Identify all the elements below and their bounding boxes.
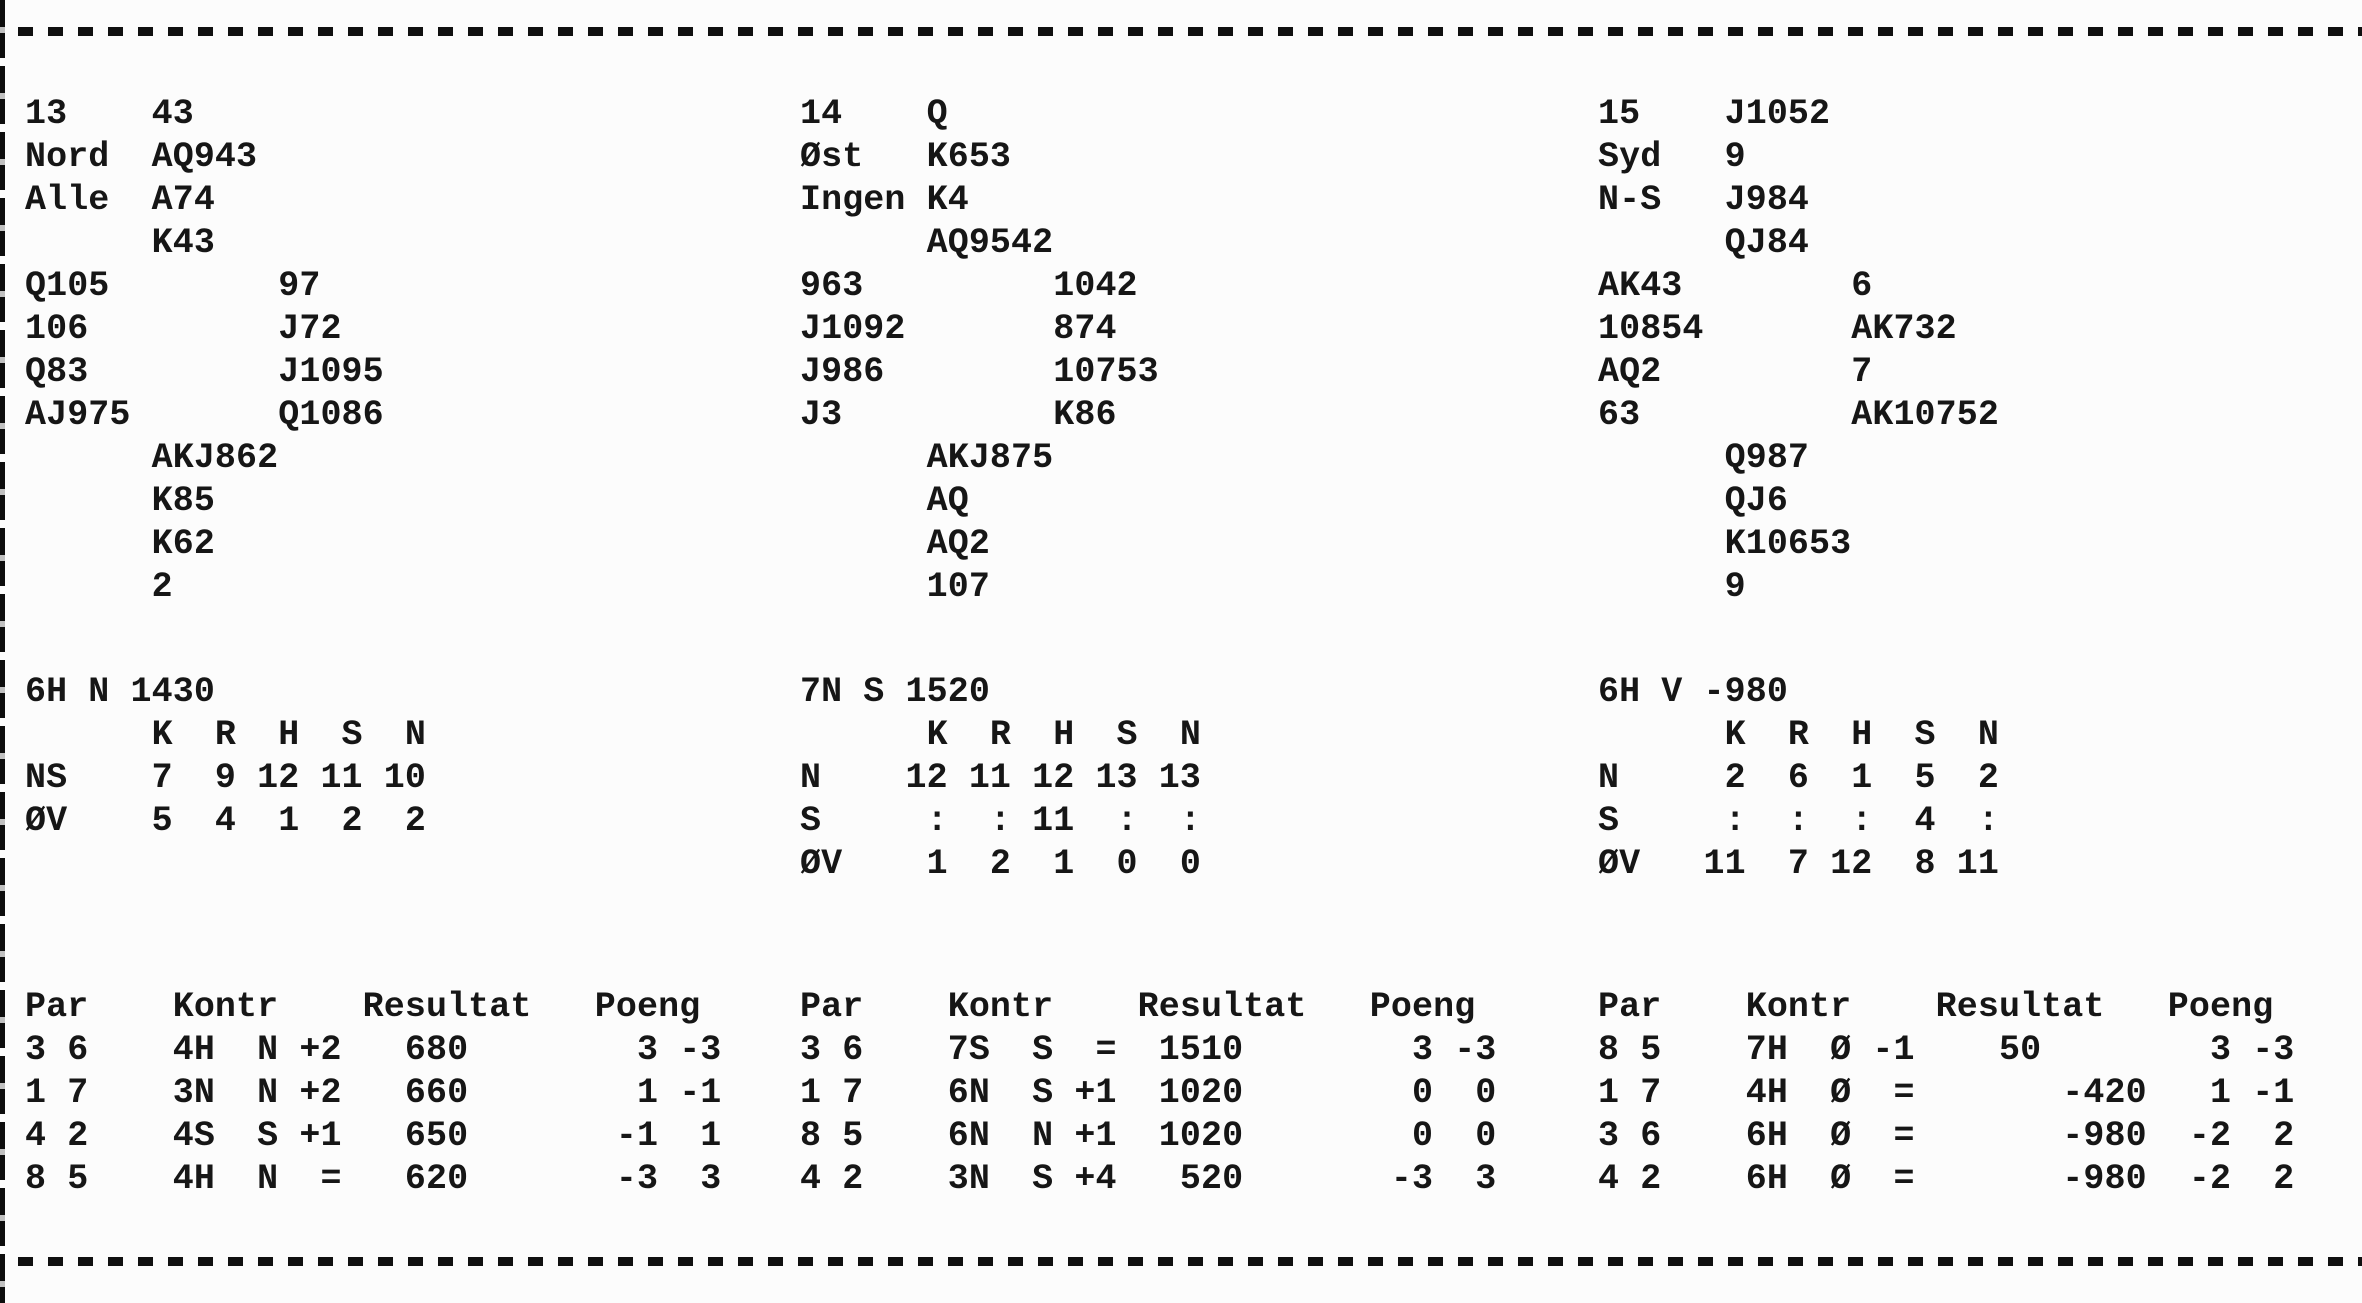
text-line: 8 5 4H N = 620 -3 3 bbox=[25, 1159, 722, 1199]
text-line: S : : 11 : : bbox=[800, 801, 1201, 841]
text-line: K R H S N bbox=[800, 715, 1201, 755]
text-line: 1 7 3N N +2 660 1 -1 bbox=[25, 1073, 722, 1113]
text-line: 3 6 6H Ø = -980 -2 2 bbox=[1598, 1116, 2295, 1156]
text-line: 1 7 6N S +1 1020 0 0 bbox=[800, 1073, 1497, 1113]
board-column-13: 13 43 Nord AQ943 Alle A74 K43 Q105 97 106 J7… bbox=[25, 0, 785, 1303]
text-line: 4 2 4S S +1 650 -1 1 bbox=[25, 1116, 722, 1156]
deal-diagram: 14 Q Øst K653 Ingen K4 AQ9542 963 1042 J1092… bbox=[800, 93, 1159, 609]
text-line: 8 5 6N N +1 1020 0 0 bbox=[800, 1116, 1497, 1156]
text-line: 13 43 bbox=[25, 94, 194, 134]
text-line: ØV 11 7 12 8 11 bbox=[1598, 844, 1999, 884]
text-line: Q987 bbox=[1598, 438, 1810, 478]
text-line: J1092 874 bbox=[800, 309, 1117, 349]
results-table: Par Kontr Resultat Poeng 3 6 7S S = 1510 … bbox=[800, 986, 1496, 1201]
text-line: K10653 bbox=[1598, 524, 1852, 564]
text-line: QJ84 bbox=[1598, 223, 1810, 263]
text-line: 63 AK10752 bbox=[1598, 395, 1999, 435]
board-column-14: 14 Q Øst K653 Ingen K4 AQ9542 963 1042 J1092… bbox=[800, 0, 1560, 1303]
text-line: 1 7 4H Ø = -420 1 -1 bbox=[1598, 1073, 2295, 1113]
deal-diagram: 15 J1052 Syd 9 N-S J984 QJ84 AK43 6 10854 AK… bbox=[1598, 93, 1999, 609]
text-line: N-S J984 bbox=[1598, 180, 1810, 220]
text-line: 7N S 1520 bbox=[800, 672, 990, 712]
text-line: QJ6 bbox=[1598, 481, 1788, 521]
text-line: 2 bbox=[25, 567, 173, 607]
text-line: Alle A74 bbox=[25, 180, 215, 220]
text-line: N 12 11 12 13 13 bbox=[800, 758, 1201, 798]
text-line: N 2 6 1 5 2 bbox=[1598, 758, 1999, 798]
text-line: AQ9542 bbox=[800, 223, 1054, 263]
deal-diagram: 13 43 Nord AQ943 Alle A74 K43 Q105 97 106 J7… bbox=[25, 93, 384, 609]
text-line: 6H V -980 bbox=[1598, 672, 1788, 712]
text-line: 14 Q bbox=[800, 94, 948, 134]
text-line: K R H S N bbox=[1598, 715, 1999, 755]
text-line: 106 J72 bbox=[25, 309, 342, 349]
text-line: AKJ875 bbox=[800, 438, 1054, 478]
text-line: 10854 AK732 bbox=[1598, 309, 1957, 349]
text-line: J986 10753 bbox=[800, 352, 1159, 392]
text-line: ØV 1 2 1 0 0 bbox=[800, 844, 1201, 884]
text-line: Syd 9 bbox=[1598, 137, 1746, 177]
text-line: 3 6 7S S = 1510 3 -3 bbox=[800, 1030, 1497, 1070]
text-line: ØV 5 4 1 2 2 bbox=[25, 801, 426, 841]
text-line: AJ975 Q1086 bbox=[25, 395, 384, 435]
text-line: K85 bbox=[25, 481, 215, 521]
text-line: J3 K86 bbox=[800, 395, 1117, 435]
text-line: 8 5 7H Ø -1 50 3 -3 bbox=[1598, 1030, 2295, 1070]
text-line: AK43 6 bbox=[1598, 266, 1873, 306]
text-line: Par Kontr Resultat Poeng bbox=[1598, 987, 2274, 1027]
par-and-tricks-table: 6H N 1430 K R H S N NS 7 9 12 11 10 ØV 5 4… bbox=[25, 671, 426, 843]
text-line: 9 bbox=[1598, 567, 1746, 607]
text-line: AQ2 bbox=[800, 524, 990, 564]
text-line: S : : : 4 : bbox=[1598, 801, 1999, 841]
text-line: Q83 J1095 bbox=[25, 352, 384, 392]
text-line: Par Kontr Resultat Poeng bbox=[25, 987, 701, 1027]
text-line: Q105 97 bbox=[25, 266, 321, 306]
text-line: 107 bbox=[800, 567, 990, 607]
text-line: 3 6 4H N +2 680 3 -3 bbox=[25, 1030, 722, 1070]
results-table: Par Kontr Resultat Poeng 8 5 7H Ø -1 50 3… bbox=[1598, 986, 2294, 1201]
text-line: 4 2 6H Ø = -980 -2 2 bbox=[1598, 1159, 2295, 1199]
dashed-rule-bottom bbox=[18, 1257, 2362, 1266]
text-line: 4 2 3N S +4 520 -3 3 bbox=[800, 1159, 1497, 1199]
dashed-rule-top bbox=[18, 27, 2362, 36]
text-line: K R H S N bbox=[25, 715, 426, 755]
results-table: Par Kontr Resultat Poeng 3 6 4H N +2 680 … bbox=[25, 986, 721, 1201]
text-line: 6H N 1430 bbox=[25, 672, 215, 712]
text-line: Ingen K4 bbox=[800, 180, 969, 220]
text-line: AQ bbox=[800, 481, 969, 521]
text-line: AQ2 7 bbox=[1598, 352, 1873, 392]
text-line: Nord AQ943 bbox=[25, 137, 258, 177]
board-column-15: 15 J1052 Syd 9 N-S J984 QJ84 AK43 6 10854 AK… bbox=[1598, 0, 2358, 1303]
text-line: K62 bbox=[25, 524, 215, 564]
text-line: AKJ862 bbox=[25, 438, 279, 478]
text-line: 963 1042 bbox=[800, 266, 1138, 306]
text-line: 15 J1052 bbox=[1598, 94, 1831, 134]
text-line: NS 7 9 12 11 10 bbox=[25, 758, 426, 798]
text-line: K43 bbox=[25, 223, 215, 263]
text-line: Par Kontr Resultat Poeng bbox=[800, 987, 1476, 1027]
text-line: Øst K653 bbox=[800, 137, 1012, 177]
page-edge-artifact bbox=[0, 0, 5, 1303]
